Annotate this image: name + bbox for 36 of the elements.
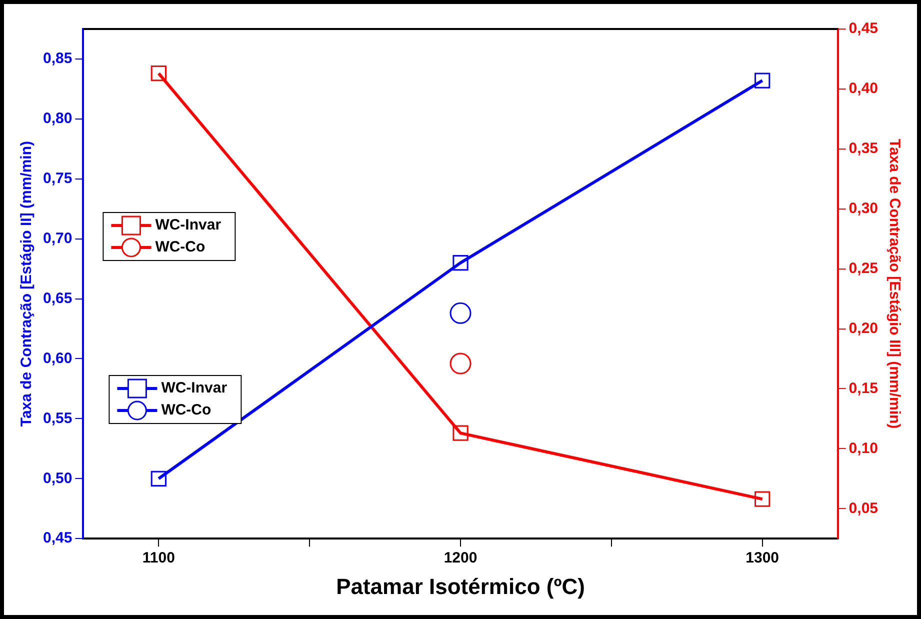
y-tick-label: 0,70 — [42, 230, 72, 247]
y2-tick-label: 0,25 — [848, 260, 878, 277]
x-axis-title: Patamar Isotérmico (ºC) — [336, 574, 585, 599]
legend-label: WC-Invar — [161, 380, 228, 397]
point — [150, 66, 166, 82]
y2-tick-label: 0,05 — [848, 500, 878, 517]
y-tick-label: 0,65 — [42, 290, 72, 307]
y-axis-title: Taxa de Contração [Estágio II] (mm/min) — [18, 140, 36, 427]
y2-tick-label: 0,45 — [848, 20, 878, 38]
point — [150, 470, 166, 486]
y-tick-label: 0,45 — [42, 530, 72, 547]
x-tick-label: 1100 — [142, 550, 175, 567]
y2-tick-label: 0,20 — [848, 320, 878, 337]
point — [450, 302, 472, 324]
legend-label: WC-Co — [155, 238, 206, 256]
y-tick-label: 0,60 — [42, 350, 72, 367]
point — [754, 72, 770, 88]
y-tick-label: 0,75 — [42, 170, 72, 188]
y2-axis-title: Taxa de Contração [Estágio III] (mm/min) — [886, 138, 903, 429]
y-tick-label: 0,55 — [42, 410, 72, 427]
x-tick-label: 1200 — [444, 550, 478, 567]
legend-label: WC-Invar — [155, 216, 222, 234]
y2-tick-label: 0,15 — [848, 380, 878, 397]
legend-label: WC-Co — [161, 402, 212, 419]
x-tick-label: 1300 — [746, 550, 780, 567]
y-tick-label: 0,50 — [42, 470, 72, 487]
y2-tick-label: 0,30 — [848, 200, 878, 217]
y2-tick-label: 0,10 — [848, 440, 878, 457]
y-tick-label: 0,80 — [42, 110, 72, 128]
y2-tick-label: 0,40 — [848, 80, 878, 98]
point — [754, 491, 770, 507]
point — [452, 425, 468, 441]
point — [452, 254, 468, 271]
y2-tick-label: 0,35 — [848, 140, 878, 158]
point — [450, 352, 472, 374]
y-tick-label: 0,85 — [42, 50, 72, 68]
